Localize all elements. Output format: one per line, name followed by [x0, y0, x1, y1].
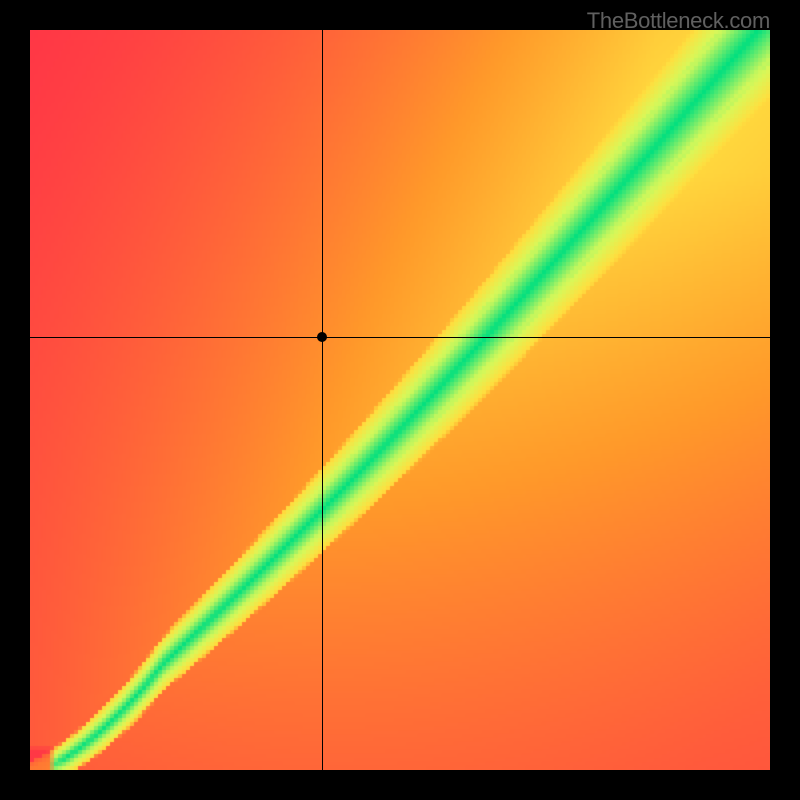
selected-point-marker — [317, 332, 327, 342]
heatmap-canvas — [30, 30, 770, 770]
crosshair-vertical — [322, 30, 323, 770]
bottleneck-heatmap — [30, 30, 770, 770]
watermark-text: TheBottleneck.com — [587, 8, 770, 34]
crosshair-horizontal — [30, 337, 770, 338]
